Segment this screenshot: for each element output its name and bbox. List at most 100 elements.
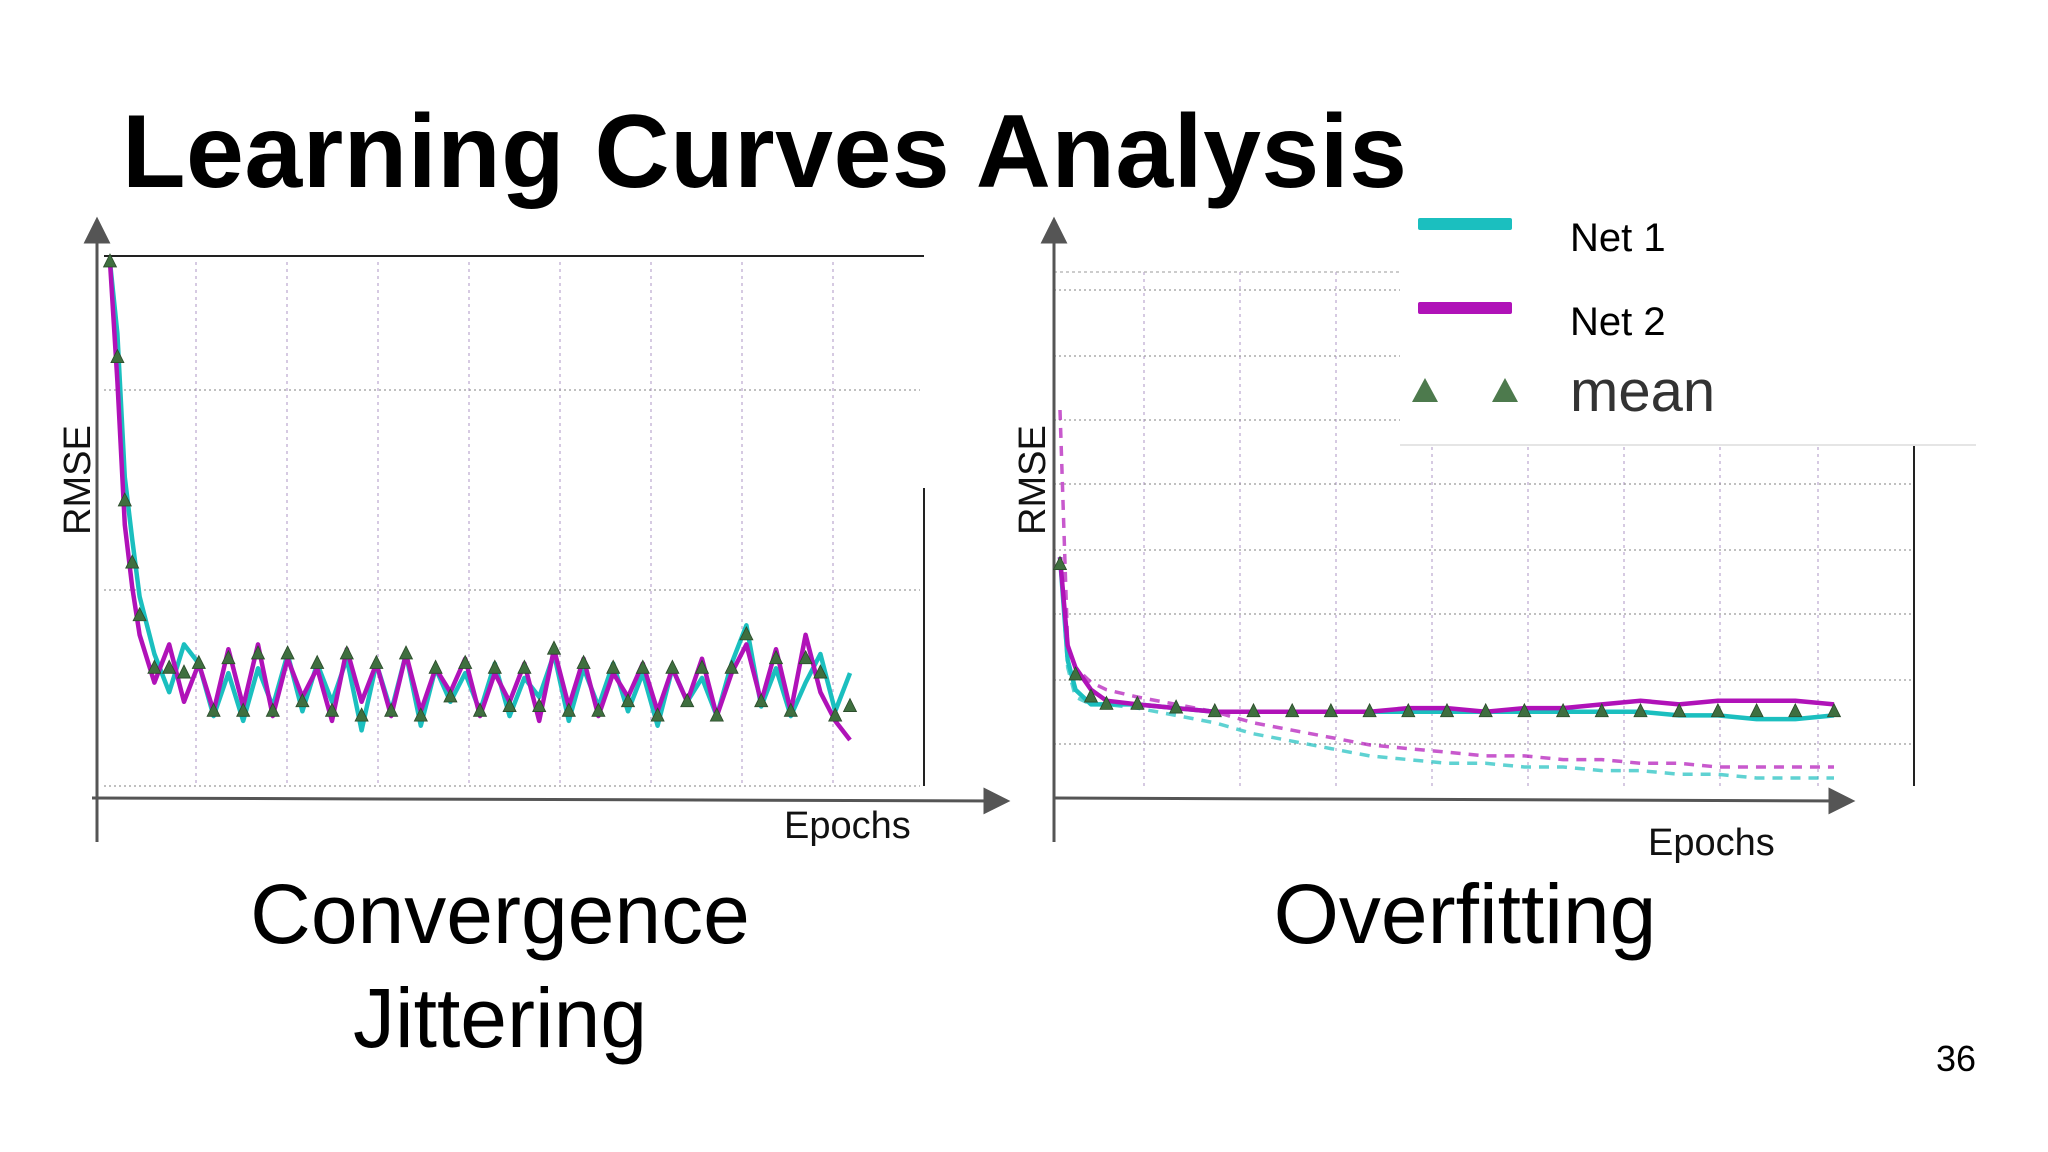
legend-swatch-net1: [1418, 218, 1512, 230]
mean-marker: [1207, 702, 1222, 718]
mean-marker: [546, 640, 562, 655]
mean-marker: [1439, 702, 1455, 718]
left-chart-grid: [104, 262, 920, 787]
mean-marker: [532, 697, 547, 712]
mean-marker: [709, 707, 724, 722]
mean-marker: [724, 659, 739, 674]
mean-marker: [324, 702, 340, 717]
mean-marker: [665, 659, 680, 674]
mean-marker: [369, 654, 384, 669]
mean-marker: [1788, 702, 1803, 718]
mean-marker: [339, 645, 354, 660]
mean-marker: [620, 692, 636, 708]
mean-marker: [1168, 699, 1184, 714]
series-line-net-2: [107, 261, 852, 742]
mean-marker: [502, 697, 517, 712]
caption-left-line2: Jittering: [352, 971, 648, 1065]
right-y-label: RMSE: [1012, 425, 1054, 535]
mean-marker: [354, 707, 369, 722]
mean-marker: [428, 659, 443, 674]
mean-marker: [1052, 555, 1068, 570]
mean-marker: [561, 702, 576, 717]
mean-marker: [606, 659, 621, 674]
mean-marker: [384, 702, 399, 717]
series-line-net-2-train: [1058, 409, 1834, 769]
mean-marker: [768, 649, 784, 665]
mean-marker: [191, 654, 206, 669]
mean-marker: [1246, 702, 1261, 718]
triangle-icon: [1412, 378, 1438, 402]
mean-marker: [413, 707, 428, 722]
mean-marker: [754, 692, 769, 708]
mean-marker: [1323, 702, 1339, 718]
mean-marker: [1068, 666, 1083, 681]
mean-marker: [487, 659, 502, 674]
mean-marker: [117, 492, 132, 507]
mean-marker: [1130, 695, 1145, 710]
mean-marker: [1555, 702, 1571, 718]
mean-marker: [176, 664, 192, 679]
mean-marker: [162, 659, 177, 674]
mean-marker: [280, 645, 295, 660]
mean-marker: [1083, 688, 1099, 703]
mean-marker: [1633, 702, 1648, 718]
mean-marker: [132, 606, 147, 622]
series-line-net-1: [1057, 557, 1835, 722]
mean-marker: [517, 659, 532, 674]
mean-marker: [680, 692, 695, 708]
left-x-axis: [91, 787, 1011, 815]
mean-marker: [1517, 702, 1532, 718]
caption-left-line1: Convergence: [250, 867, 750, 961]
left-y-label: RMSE: [57, 425, 99, 535]
slide-title: Learning Curves Analysis: [122, 94, 1408, 210]
mean-marker: [798, 649, 813, 665]
mean-marker: [576, 654, 591, 669]
mean-marker: [206, 702, 221, 717]
mean-marker: [125, 554, 140, 569]
mean-marker: [250, 645, 266, 660]
right-x-axis: [1053, 787, 1856, 815]
mean-marker: [1672, 702, 1687, 718]
mean-marker: [650, 707, 665, 722]
mean-marker: [635, 659, 650, 674]
mean-marker: [783, 702, 798, 717]
mean-marker: [295, 692, 310, 708]
mean-marker: [443, 688, 458, 703]
mean-marker: [1594, 702, 1609, 718]
mean-marker: [1285, 702, 1300, 718]
mean-marker: [1401, 702, 1416, 718]
page-number: 36: [1935, 1038, 1976, 1079]
mean-marker: [110, 348, 125, 363]
mean-marker: [310, 654, 325, 669]
mean-marker: [694, 659, 710, 674]
legend-swatch-net2: [1418, 302, 1512, 314]
mean-marker: [147, 659, 162, 674]
mean-marker: [828, 707, 843, 722]
caption-right: Overfitting: [1273, 867, 1657, 961]
mean-marker: [1362, 702, 1377, 718]
mean-marker: [398, 645, 414, 660]
left-chart: RMSE Epochs: [57, 216, 1011, 847]
left-x-label: Epochs: [784, 805, 911, 847]
mean-marker: [458, 654, 473, 669]
mean-marker: [472, 702, 488, 717]
mean-marker: [221, 649, 236, 665]
mean-marker: [842, 697, 858, 712]
mean-marker: [1826, 702, 1842, 718]
mean-marker: [1749, 702, 1764, 718]
mean-marker: [739, 625, 754, 641]
legend-label-net1: Net 1: [1570, 216, 1666, 260]
caption-left: Convergence Jittering: [150, 862, 850, 1070]
triangle-icon: [1492, 378, 1518, 402]
mean-marker: [591, 702, 606, 717]
mean-marker: [1478, 702, 1493, 718]
mean-marker: [1099, 695, 1114, 710]
mean-marker: [236, 702, 251, 717]
mean-marker: [102, 253, 118, 268]
mean-marker: [265, 702, 280, 717]
legend-label-mean: mean: [1570, 359, 1716, 424]
legend-label-net2: Net 2: [1570, 300, 1666, 344]
legend: Net 1 Net 2 mean: [1400, 200, 1976, 446]
left-chart-series: [102, 253, 858, 742]
